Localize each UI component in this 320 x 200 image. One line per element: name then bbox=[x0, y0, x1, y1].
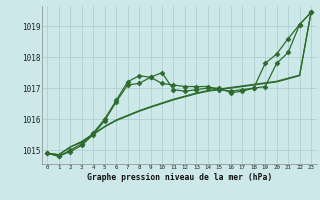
X-axis label: Graphe pression niveau de la mer (hPa): Graphe pression niveau de la mer (hPa) bbox=[87, 173, 272, 182]
